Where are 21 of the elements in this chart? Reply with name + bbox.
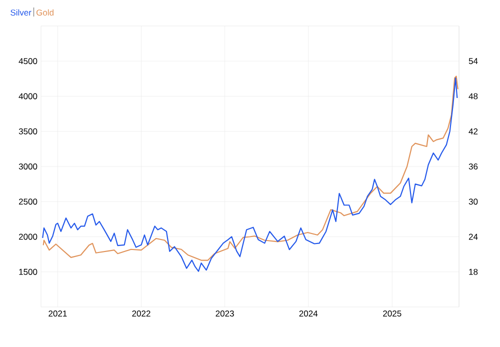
x-tick-label: 2023 — [216, 310, 234, 317]
y-tick-label: 4000 — [18, 93, 38, 100]
y2-tick-label: 30 — [468, 198, 478, 205]
y2-tick-label: 36 — [468, 163, 478, 170]
y-tick-label: 1500 — [19, 268, 38, 275]
y2-tick-label: 24 — [468, 234, 478, 240]
text: Gold — [36, 9, 54, 16]
y-tick-label: 4500 — [18, 58, 38, 64]
y2-tick-label: 42 — [468, 128, 478, 134]
y2-tick-label: 18 — [469, 268, 478, 275]
x-tick-label: 2022 — [132, 310, 150, 317]
x-tick-label: 2024 — [299, 310, 318, 317]
y-tick-label: 3000 — [18, 163, 38, 170]
x-tick-label: 2021 — [48, 310, 67, 317]
y-tick-label: 2500 — [18, 198, 38, 205]
y-tick-label: 3500 — [18, 128, 38, 134]
y2-tick-label: 54 — [468, 58, 478, 64]
y2-tick-label: 48 — [468, 93, 478, 100]
x-tick-label: 2025 — [383, 310, 402, 317]
text: Silver — [10, 9, 32, 16]
y-tick-label: 2000 — [18, 234, 38, 240]
